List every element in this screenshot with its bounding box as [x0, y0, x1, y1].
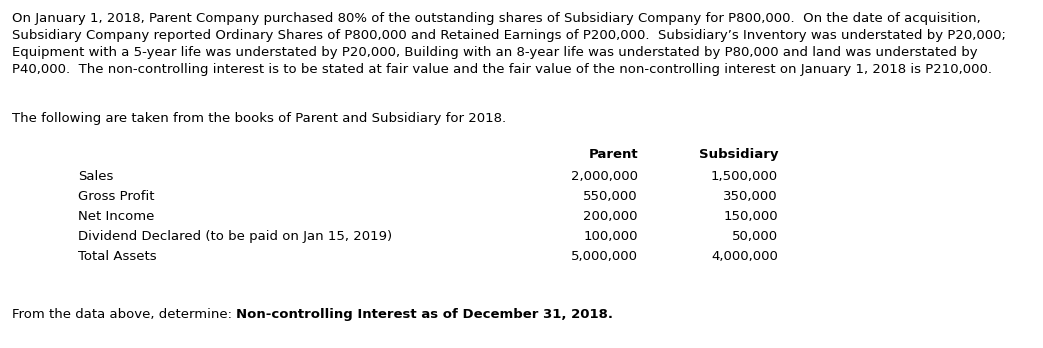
Text: Dividend Declared (to be paid on Jan 15, 2019): Dividend Declared (to be paid on Jan 15,… [78, 230, 392, 243]
Text: 150,000: 150,000 [724, 210, 778, 223]
Text: 2,000,000: 2,000,000 [571, 170, 638, 183]
Text: From the data above, determine:: From the data above, determine: [13, 308, 237, 321]
Text: Gross Profit: Gross Profit [78, 190, 154, 203]
Text: Subsidiary Company reported Ordinary Shares of P800,000 and Retained Earnings of: Subsidiary Company reported Ordinary Sha… [13, 29, 1005, 42]
Text: 5,000,000: 5,000,000 [571, 250, 638, 263]
Text: The following are taken from the books of Parent and Subsidiary for 2018.: The following are taken from the books o… [13, 112, 506, 125]
Text: Subsidiary: Subsidiary [699, 148, 778, 161]
Text: Sales: Sales [78, 170, 114, 183]
Text: 100,000: 100,000 [583, 230, 638, 243]
Text: Equipment with a 5-year life was understated by P20,000, Building with an 8-year: Equipment with a 5-year life was underst… [13, 46, 977, 59]
Text: 4,000,000: 4,000,000 [711, 250, 778, 263]
Text: 50,000: 50,000 [732, 230, 778, 243]
Text: 200,000: 200,000 [583, 210, 638, 223]
Text: 350,000: 350,000 [724, 190, 778, 203]
Text: Net Income: Net Income [78, 210, 154, 223]
Text: 1,500,000: 1,500,000 [711, 170, 778, 183]
Text: 550,000: 550,000 [583, 190, 638, 203]
Text: P40,000.  The non-controlling interest is to be stated at fair value and the fai: P40,000. The non-controlling interest is… [13, 63, 992, 76]
Text: Non-controlling Interest as of December 31, 2018.: Non-controlling Interest as of December … [237, 308, 613, 321]
Text: On January 1, 2018, Parent Company purchased 80% of the outstanding shares of Su: On January 1, 2018, Parent Company purch… [13, 12, 980, 25]
Text: Total Assets: Total Assets [78, 250, 156, 263]
Text: Parent: Parent [588, 148, 638, 161]
